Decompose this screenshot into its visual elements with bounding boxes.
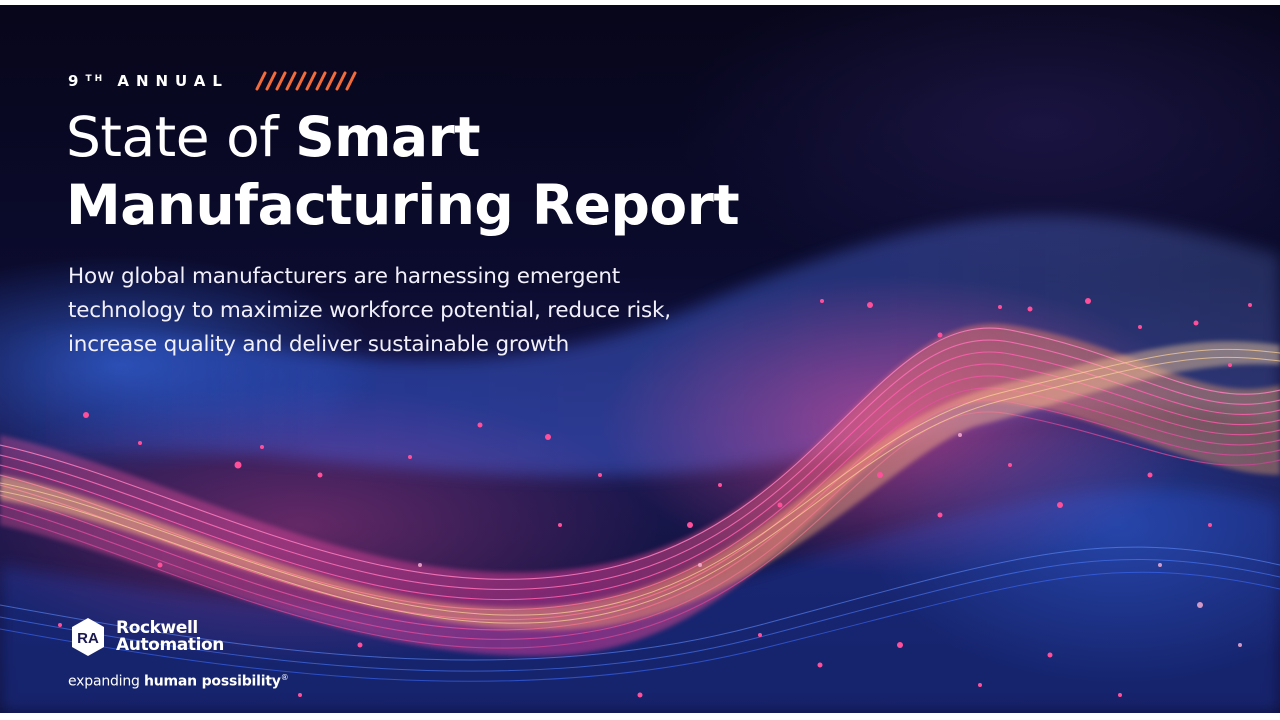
ra-badge-letters: RA — [77, 630, 99, 647]
tagline-regular: expanding — [68, 673, 144, 690]
brand-wordmark: Rockwell Automation — [116, 620, 224, 654]
tagline-bold: human possibility — [143, 673, 281, 690]
title-line1-bold: Smart — [295, 105, 481, 169]
brand-name-line2: Automation — [116, 635, 224, 655]
edition-number: 9 — [68, 72, 86, 90]
report-subtitle: How global manufacturers are harnessing … — [68, 264, 671, 357]
edition-eyebrow: 9TH ANNUAL — [68, 71, 365, 91]
ra-badge-icon: RA — [72, 618, 104, 656]
report-cover: 9TH ANNUAL State of Smart Manufacturing … — [0, 5, 1280, 713]
brand-name-line1: Rockwell — [116, 618, 198, 638]
edition-ordinal: TH — [85, 74, 106, 84]
brand-tagline: expanding human possibility® — [68, 673, 289, 690]
abstract-wave-background — [0, 215, 1280, 713]
orange-slashes-decoration — [255, 71, 357, 91]
title-line1-light: State of — [66, 105, 296, 169]
report-title: State of Smart Manufacturing Report — [66, 103, 740, 239]
tagline-trademark: ® — [280, 673, 289, 682]
edition-label: 9TH ANNUAL — [68, 72, 229, 90]
title-line2: Manufacturing Report — [66, 173, 740, 237]
rockwell-automation-logo: RA Rockwell Automation — [68, 617, 224, 657]
edition-word: ANNUAL — [117, 72, 229, 90]
